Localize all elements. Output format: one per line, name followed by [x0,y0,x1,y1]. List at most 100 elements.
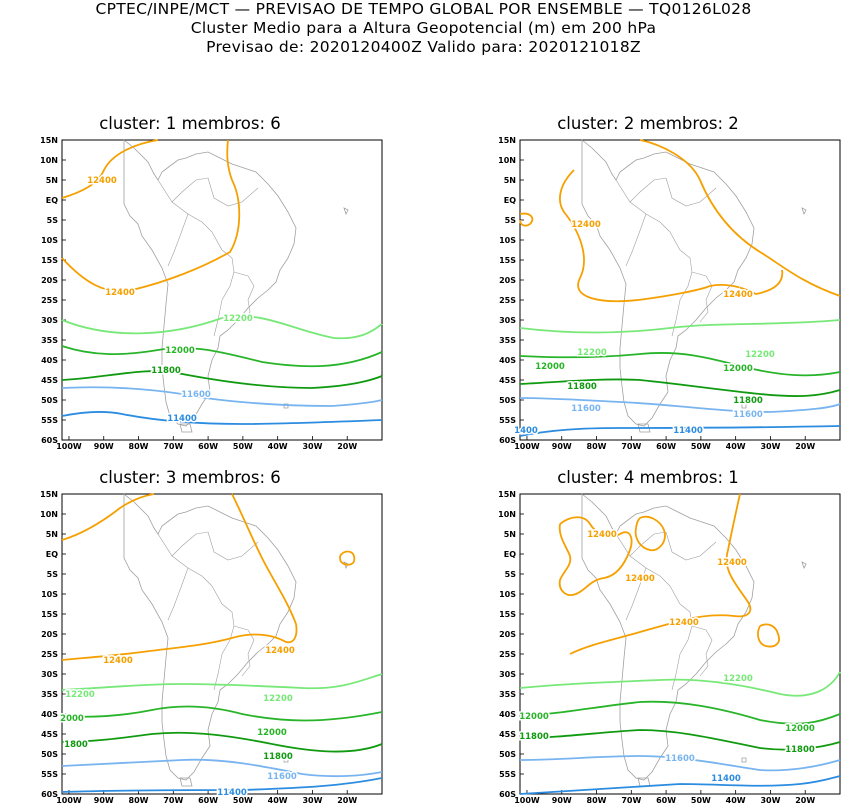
contour-line-12000 [61,345,383,368]
lon-tick-label: 20W [337,796,357,804]
contour-label: 11600 [181,390,211,400]
lat-tick-label: 10S [499,590,516,599]
lat-tick-label: 50S [499,750,516,759]
contour-label: 12000 [535,362,565,372]
lon-tick-label: 20W [795,442,815,451]
figure-header: CPTEC/INPE/MCT — PREVISAO DE TEMPO GLOBA… [0,0,847,57]
lon-tick-label: 40W [268,796,288,804]
lon-tick-label: 60W [198,442,218,451]
lat-tick-label: 40S [499,710,516,719]
contour-label: 12200 [223,314,253,324]
contour-label: 12400 [105,288,135,298]
contour-line-12400 [339,550,356,566]
contour-label: 11800 [733,396,763,406]
country-border [241,653,251,677]
lon-tick-label: 90W [552,442,572,451]
lat-tick-label: 15S [41,610,58,619]
lon-tick-label: 30W [760,796,780,804]
contour-line-11400 [519,775,841,795]
header-line-3: Previsao de: 2020120400Z Valido para: 20… [206,38,641,56]
lat-tick-label: 5N [46,176,58,185]
contour-label: 11400 [217,788,247,798]
lon-tick-label: 30W [302,442,322,451]
lon-tick-label: 70W [621,442,641,451]
country-border [691,271,713,301]
lat-tick-label: 25S [41,296,58,305]
contour-line-12400 [61,139,159,199]
contour-map: 15N 10N 5N EQ 5S 10S 15S 20S 25S 30S 35S 40S 45S 50S 5… [498,490,841,804]
lat-tick-label: 50S [41,750,58,759]
island [283,403,289,409]
contour-label: 12400 [669,618,699,628]
map-frame [519,493,841,795]
contour-label: 12400 [87,176,117,186]
island [179,423,193,433]
lat-tick-label: 45S [499,730,516,739]
contour-map: 15N 10N 5N EQ 5S 10S 15S 20S 25S 30S 35S 40S 45S 50S 5… [498,136,841,451]
panel-cluster-3: cluster: 3 membros: 6 15N 10N 5N EQ 5S 10S 15S… [0,468,383,804]
lon-tick-label: 80W [129,442,149,451]
lat-tick-label: 15N [498,490,516,499]
lon-tick-label: 50W [691,442,711,451]
lon-tick-label: 100W [514,442,540,451]
lon-tick-label: 50W [233,796,253,804]
coastline [123,493,297,781]
lat-tick-label: 5S [47,216,59,225]
lon-tick-label: 50W [691,796,711,804]
contour-label: 12400 [625,574,655,584]
island [741,757,747,763]
contour-label: 11800 [151,366,181,376]
lat-tick-label: 35S [499,336,516,345]
contour-label: 12000 [165,346,195,356]
island [741,403,747,409]
lat-tick-label: 5S [505,216,517,225]
lon-tick-label: 60W [198,796,218,804]
contour-line-11400 [61,777,383,793]
contour-line-11600 [519,397,841,413]
lat-tick-label: 10N [498,156,516,165]
country-border [167,567,189,621]
lon-tick-label: 100W [56,442,82,451]
lon-tick-label: 30W [760,442,780,451]
lon-tick-label: 40W [268,442,288,451]
lat-tick-label: 20S [41,276,58,285]
lat-tick-label: 25S [41,650,58,659]
lat-tick-label: 25S [499,296,516,305]
country-border [671,653,681,691]
contour-line-12200 [61,673,383,691]
contour-label: 11800 [785,745,815,755]
lat-tick-label: 5S [47,570,59,579]
country-border [625,213,647,267]
country-border [665,177,717,207]
contour-line-12400 [558,516,633,596]
contour-label: 12200 [577,348,607,358]
lat-tick-label: EQ [504,196,516,205]
lat-tick-label: 40S [499,356,516,365]
lon-tick-label: 80W [587,796,607,804]
contour-label: 11600 [571,404,601,414]
contour-label: 11400 [711,774,741,784]
country-border [699,653,709,677]
contour-label: 2000 [60,714,84,724]
contour-line-12400 [519,212,534,227]
island [801,207,807,216]
contour-line-12400 [559,169,784,303]
panel-cluster-4: cluster: 4 membros: 1 15N 10N 5N EQ 5S 10S 15S… [458,468,841,804]
lat-tick-label: 15N [498,136,516,145]
lon-tick-label: 70W [163,442,183,451]
lon-tick-label: 20W [337,442,357,451]
lat-tick-label: 40S [41,356,58,365]
contour-label: 11600 [733,410,763,420]
country-border [629,177,667,203]
contour-line-12000 [519,700,841,725]
country-border [207,531,259,561]
lon-tick-label: 80W [129,796,149,804]
lat-tick-label: 60S [499,790,516,799]
lat-tick-label: 20S [41,630,58,639]
contour-map: 15N 10N 5N EQ 5S 10S 15S 20S 25S 30S 35S 40S 45S 50S 5… [40,136,383,451]
lat-tick-label: 45S [41,730,58,739]
contour-label: 11600 [267,772,297,782]
lon-tick-label: 70W [621,796,641,804]
country-border [171,177,209,203]
lat-tick-label: 10N [40,156,58,165]
